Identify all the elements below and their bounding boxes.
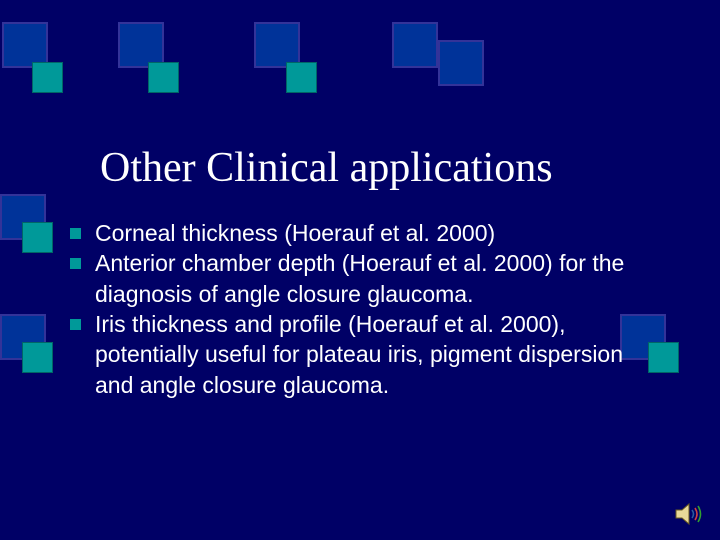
bullet-item: Anterior chamber depth (Hoerauf et al. 2… bbox=[70, 248, 665, 309]
decor-square bbox=[392, 22, 438, 68]
bullet-text: Anterior chamber depth (Hoerauf et al. 2… bbox=[95, 248, 665, 309]
bullet-list: Corneal thickness (Hoerauf et al. 2000)A… bbox=[70, 218, 665, 400]
speaker-icon bbox=[674, 502, 702, 526]
decor-square bbox=[286, 62, 317, 93]
decor-square bbox=[22, 342, 53, 373]
decor-square bbox=[148, 62, 179, 93]
bullet-square-icon bbox=[70, 258, 81, 269]
bullet-text: Iris thickness and profile (Hoerauf et a… bbox=[95, 309, 665, 400]
bullet-text: Corneal thickness (Hoerauf et al. 2000) bbox=[95, 218, 665, 248]
decor-square bbox=[438, 40, 484, 86]
slide: Other Clinical applications Corneal thic… bbox=[0, 0, 720, 540]
bullet-square-icon bbox=[70, 228, 81, 239]
decor-square bbox=[22, 222, 53, 253]
decor-square bbox=[32, 62, 63, 93]
bullet-item: Iris thickness and profile (Hoerauf et a… bbox=[70, 309, 665, 400]
bullet-item: Corneal thickness (Hoerauf et al. 2000) bbox=[70, 218, 665, 248]
bullet-square-icon bbox=[70, 319, 81, 330]
slide-title: Other Clinical applications bbox=[100, 144, 553, 192]
